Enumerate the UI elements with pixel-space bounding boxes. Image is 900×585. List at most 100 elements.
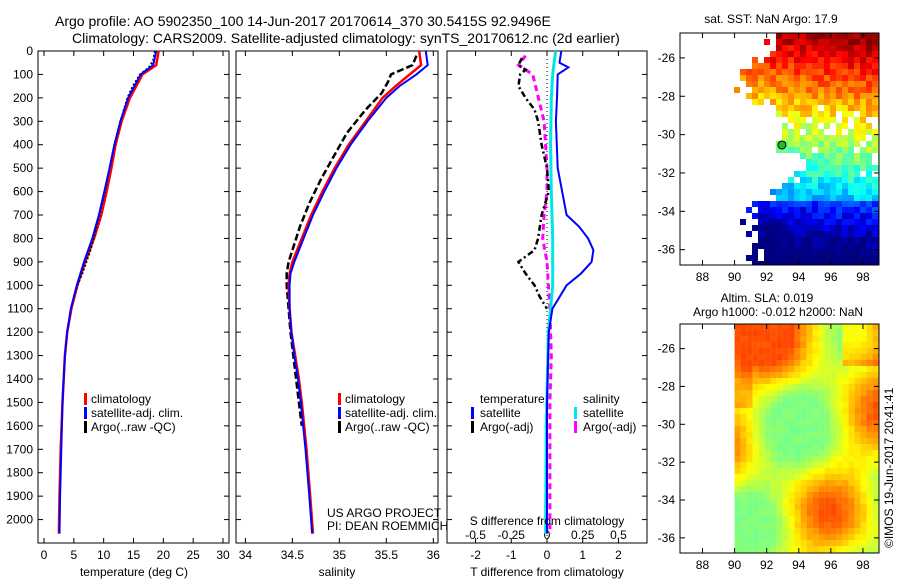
sla-cell [777,504,783,510]
sst-cell [854,165,860,171]
sla-cell [837,492,843,498]
sla-cell [747,462,753,468]
sla-cell [795,522,801,528]
sst-cell [842,261,848,265]
sst-cell [794,123,800,129]
sla-cell [819,396,825,402]
sla-cell [843,546,849,552]
sst-cell [818,165,824,171]
sst-cell [866,111,872,117]
sst-cell [824,111,830,117]
sla-cell [855,480,861,486]
sla-cell [819,462,825,468]
sla-cell [759,438,765,444]
sst-cell [866,63,872,69]
sla-cell [771,504,777,510]
sla-cell [795,402,801,408]
sst-cell [806,165,812,171]
sla-cell [873,378,879,384]
sla-cell [831,528,837,534]
sst-cell [836,51,842,57]
sla-cell [813,420,819,426]
sla-cell [819,504,825,510]
sst-cell [794,111,800,117]
sla-cell [855,414,861,420]
sla-cell [813,450,819,456]
sla-cell [741,396,747,402]
sst-cell [794,141,800,147]
sla-cell [849,540,855,546]
sst-cell [824,63,830,69]
sla-cell [867,534,873,540]
sst-cell [788,75,794,81]
sst-cell [806,33,812,39]
sla-cell [849,372,855,378]
sla-cell [765,546,771,552]
x-tick-label: 36 [427,548,441,562]
sla-cell [795,462,801,468]
sla-cell [789,396,795,402]
sst-cell [860,237,866,243]
sst-cell [860,69,866,75]
sst-cell [824,255,830,261]
sst-cell [872,177,878,183]
sla-cell [783,528,789,534]
sla-cell [777,372,783,378]
sla-cell [855,408,861,414]
sst-cell [788,183,794,189]
sla-cell [825,510,831,516]
sla-cell [873,492,879,498]
sst-cell [830,225,836,231]
sla-cell [735,342,741,348]
sst-cell [812,141,818,147]
sla-cell [825,354,831,360]
sla-cell [735,366,741,372]
y-tick-label: 700 [13,208,33,222]
sst-cell [758,87,764,93]
sla-cell [783,540,789,546]
sst-cell [800,219,806,225]
sla-cell [861,354,867,360]
sst-cell [806,87,812,93]
sst-cell [830,45,836,51]
sla-cell [747,444,753,450]
sla-cell [789,498,795,504]
sst-cell [806,129,812,135]
sst-cell [836,207,842,213]
sla-cell [783,516,789,522]
sla-cell [735,330,741,336]
sla-cell [837,534,843,540]
sla-cell [807,438,813,444]
sla-cell [771,534,777,540]
sla-cell [849,360,855,366]
sla-cell [753,354,759,360]
sla-cell [753,498,759,504]
sst-cell [818,183,824,189]
sst-cell [770,249,776,255]
sla-cell [771,324,777,330]
sla-cell [831,516,837,522]
sla-cell [777,408,783,414]
sst-cell [788,117,794,123]
sla-cell [753,396,759,402]
sla-cell [867,516,873,522]
sla-cell [753,432,759,438]
sst-cell [860,93,866,99]
sla-cell [825,480,831,486]
sst-cell [770,189,776,195]
sla-cell [807,504,813,510]
sla-cell [753,546,759,552]
sst-cell [824,105,830,111]
sla-cell [837,360,843,366]
sla-cell [843,450,849,456]
sla-cell [741,366,747,372]
sla-cell [747,510,753,516]
sla-cell [771,330,777,336]
sst-cell [848,237,854,243]
sla-cell [813,396,819,402]
sst-cell [818,99,824,105]
sla-cell [777,474,783,480]
legend-label-s-argo: Argo(-adj) [583,420,636,434]
sst-cell [836,165,842,171]
sla-cell [735,414,741,420]
